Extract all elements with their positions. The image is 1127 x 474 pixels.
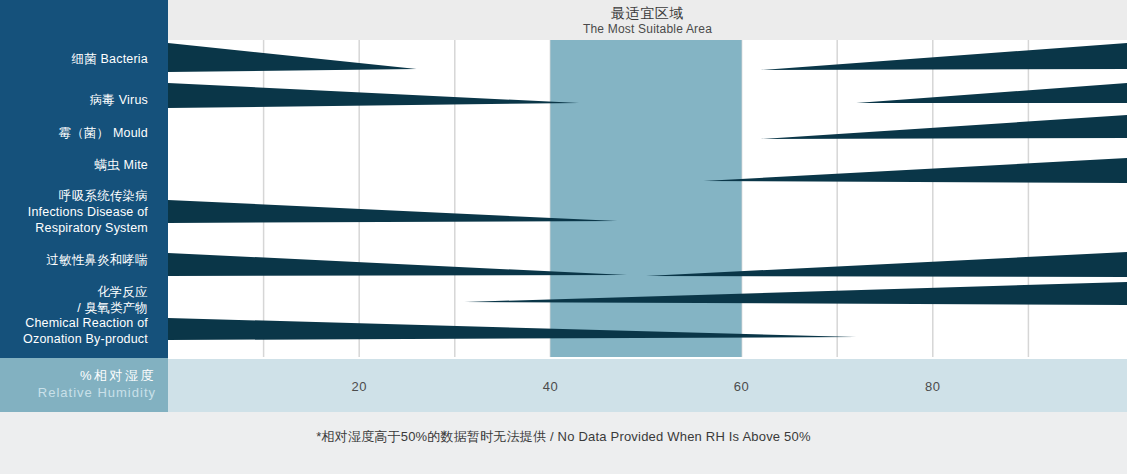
axis-tick-80: 80 xyxy=(925,378,940,393)
label-line: 霉（菌） Mould xyxy=(0,125,148,141)
chart-title-zh: 最适宜区域 xyxy=(168,0,1127,22)
label-line: 呼吸系统传染病 xyxy=(0,188,148,204)
virus-wedge-right xyxy=(856,83,1127,103)
category-sidebar: 细菌 Bacteria 病毒 Virus 霉（菌） Mould 螨虫 Mite … xyxy=(0,0,168,358)
humidity-axis-strip: 20 40 60 80 xyxy=(168,357,1127,412)
virus-wedge-left xyxy=(168,83,579,108)
sidebar-row-mite: 螨虫 Mite xyxy=(0,157,168,173)
label-line: Respiratory System xyxy=(0,220,148,236)
bacteria-wedge-right xyxy=(761,43,1127,70)
chart-plot-area xyxy=(168,40,1127,357)
axis-tick-60: 60 xyxy=(734,378,749,393)
chart-title-en: The Most Suitable Area xyxy=(168,22,1127,37)
sidebar-row-mould: 霉（菌） Mould xyxy=(0,125,168,141)
label-line: Infections Disease of xyxy=(0,204,148,220)
mite-wedge-right xyxy=(703,158,1127,183)
label-line: 细菌 Bacteria xyxy=(0,51,148,67)
sidebar-row-allergic-rhinitis-asthma: 过敏性鼻炎和哮喘 xyxy=(0,252,168,268)
axis-label-box: %相对湿度 Relative Humidity xyxy=(0,358,168,412)
label-line: / 臭氧类产物 xyxy=(0,301,148,317)
humidity-wedge-chart xyxy=(168,40,1127,357)
label-line: 过敏性鼻炎和哮喘 xyxy=(0,252,148,268)
chart-header: 最适宜区域 The Most Suitable Area xyxy=(168,0,1127,40)
bacteria-wedge-left xyxy=(168,43,417,72)
most-suitable-band xyxy=(550,40,741,357)
footnote-text: *相对湿度高于50%的数据暂时无法提供 / No Data Provided W… xyxy=(316,428,810,446)
axis-tick-40: 40 xyxy=(543,378,558,393)
sidebar-row-chemical-ozonation: 化学反应/ 臭氧类产物Chemical Reaction ofOzonation… xyxy=(0,285,168,348)
label-line: 化学反应 xyxy=(0,285,148,301)
label-line: 螨虫 Mite xyxy=(0,157,148,173)
sidebar-row-respiratory-infections: 呼吸系统传染病Infections Disease ofRespiratory … xyxy=(0,188,168,236)
label-line: Ozonation By-product xyxy=(0,332,148,348)
label-line: 病毒 Virus xyxy=(0,92,148,108)
humidity-infographic: 细菌 Bacteria 病毒 Virus 霉（菌） Mould 螨虫 Mite … xyxy=(0,0,1127,474)
axis-label-en: Relative Humidity xyxy=(0,384,156,401)
axis-tick-20: 20 xyxy=(351,378,366,393)
label-line: Chemical Reaction of xyxy=(0,316,148,332)
mould-wedge-right xyxy=(761,115,1127,139)
sidebar-row-bacteria: 细菌 Bacteria xyxy=(0,51,168,67)
axis-label-zh: %相对湿度 xyxy=(0,367,156,384)
chemical-ozonation-wedge-left xyxy=(168,318,856,340)
sidebar-row-virus: 病毒 Virus xyxy=(0,92,168,108)
footnote-bar: *相对湿度高于50%的数据暂时无法提供 / No Data Provided W… xyxy=(0,412,1127,474)
